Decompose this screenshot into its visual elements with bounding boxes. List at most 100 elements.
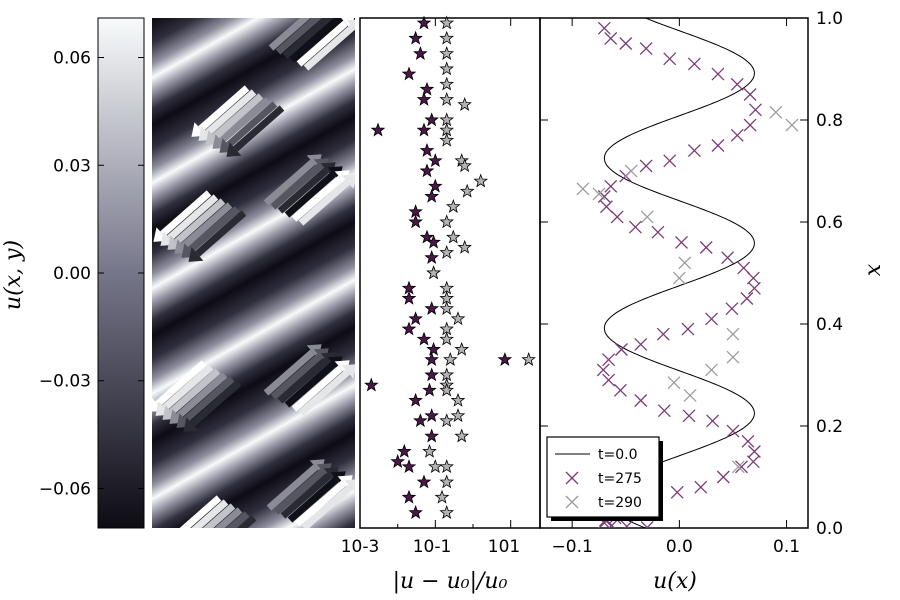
marker-t275 [749, 103, 762, 117]
error-point-light [439, 76, 455, 91]
profile-y-axis-title: x [861, 263, 886, 276]
error-point-dark [424, 367, 440, 382]
error-point-light [439, 91, 455, 106]
marker-t275 [675, 235, 688, 249]
error-point-dark [401, 489, 417, 504]
marker-t275 [608, 518, 619, 528]
field-arrow-head [312, 0, 327, 14]
legend-label-t0: t=0.0 [598, 447, 637, 463]
error-panel: 10-3 10-1 101 |u − u₀|/u₀ [341, 15, 541, 594]
field-arrow-shaft [277, 167, 329, 214]
field-arrow-shaft [237, 515, 257, 528]
marker-t275 [716, 470, 730, 484]
colorbar [97, 17, 145, 529]
field-arrow-shaft [181, 202, 233, 249]
error-point-dark [424, 250, 440, 264]
field-arrow-shaft [284, 361, 336, 408]
profile-y-tick-label: 0.4 [816, 315, 843, 335]
field-arrow-head [183, 417, 199, 432]
profile-y-tick-label: 0.6 [816, 213, 843, 233]
error-point-light [439, 474, 455, 489]
marker-t275 [604, 179, 618, 193]
marker-t275 [656, 327, 670, 341]
marker-t275 [730, 77, 744, 91]
error-axes-frame [359, 17, 541, 529]
field-arrow-shaft [294, 480, 346, 527]
field-arrow-shaft [162, 364, 214, 411]
marker-t290 [592, 187, 606, 201]
field-arrow-shaft [174, 198, 226, 245]
marker-t275 [619, 37, 633, 50]
profile-ticks: −0.1 0.0 0.1 0.0 0.2 0.4 0.6 0.8 1.0 [540, 9, 843, 557]
field-arrow-shaft [291, 365, 343, 412]
field-arrow-shaft [280, 472, 332, 519]
series-line-t0 [603, 18, 755, 528]
marker-t275 [682, 409, 696, 423]
colorbar-panel: 0.06 0.03 0.00 −0.03 −0.06 u(x, y) [1, 17, 145, 529]
error-point-light [445, 229, 461, 244]
field-arrow-shaft [263, 159, 315, 206]
field-arrow-shaft [275, 18, 323, 55]
error-axis-title: |u − u₀|/u₀ [393, 569, 508, 594]
error-point-dark [416, 15, 432, 30]
field-arrow-shaft [225, 511, 250, 528]
marker-t275 [597, 21, 611, 35]
error-point-dark [416, 474, 432, 489]
field-arrow-shaft [291, 175, 343, 222]
field-arrow-shaft [270, 353, 322, 400]
error-point-light [426, 265, 441, 280]
marker-t275 [740, 292, 754, 305]
field-arrow-shaft [214, 507, 243, 528]
marker-t275 [634, 394, 648, 407]
field-arrow-shaft [303, 24, 355, 71]
colorbar-tick-label: 0.06 [53, 49, 91, 69]
error-point-light [439, 214, 455, 229]
field-arrow-head [170, 536, 185, 551]
marker-t275 [747, 445, 761, 458]
error-point-dark [428, 153, 443, 168]
error-point-light [428, 459, 443, 474]
marker-t275 [602, 353, 616, 367]
error-point-light [439, 367, 455, 382]
error-point-dark [408, 505, 423, 519]
error-point-dark [396, 443, 412, 458]
profile-x-axis-title: u(x) [653, 569, 697, 594]
error-point-light [450, 408, 466, 423]
error-point-light [473, 173, 489, 188]
profile-x-tick-label: 0.0 [666, 537, 693, 557]
colorbar-tick-label: 0.03 [53, 156, 91, 176]
marker-t275 [725, 302, 739, 316]
marker-t275 [613, 383, 627, 397]
field-arrow-head [346, 19, 355, 30]
field-arrow-shaft [191, 499, 229, 528]
error-point-dark [401, 321, 417, 336]
marker-t275 [645, 521, 654, 528]
error-point-dark [401, 290, 417, 305]
error-point-light [439, 30, 455, 45]
marker-t275 [651, 225, 665, 239]
marker-t275 [596, 363, 610, 377]
field-arrow-shaft [270, 163, 322, 210]
profile-panel: −0.1 0.0 0.1 0.0 0.2 0.4 0.6 0.8 1.0 u(x) x t=0.… [539, 9, 886, 594]
marker-t290 [683, 388, 697, 402]
profile-x-tick-label: −0.1 [552, 537, 593, 557]
profile-y-tick-label: 0.8 [816, 111, 843, 131]
marker-t290 [672, 271, 686, 285]
error-point-light [439, 46, 455, 60]
legend: t=0.0 t=275 t=290 [546, 436, 663, 521]
error-point-light [439, 244, 455, 259]
field-arrow-shaft [169, 368, 221, 415]
colorbar-tick-label: 0.00 [53, 264, 91, 284]
error-point-light [439, 15, 455, 30]
error-point-dark [428, 178, 443, 193]
colorbar-ticks: 0.06 0.03 0.00 −0.03 −0.06 [39, 49, 144, 499]
marker-t275 [604, 31, 618, 45]
error-point-light [439, 301, 455, 315]
error-point-dark [408, 214, 423, 229]
error-point-light [454, 428, 470, 443]
error-point-light [439, 505, 455, 519]
field-arrows [152, 0, 355, 551]
marker-t275 [600, 200, 613, 214]
error-x-tick-label: 10-3 [341, 537, 380, 557]
field-arrow-head [344, 479, 355, 493]
